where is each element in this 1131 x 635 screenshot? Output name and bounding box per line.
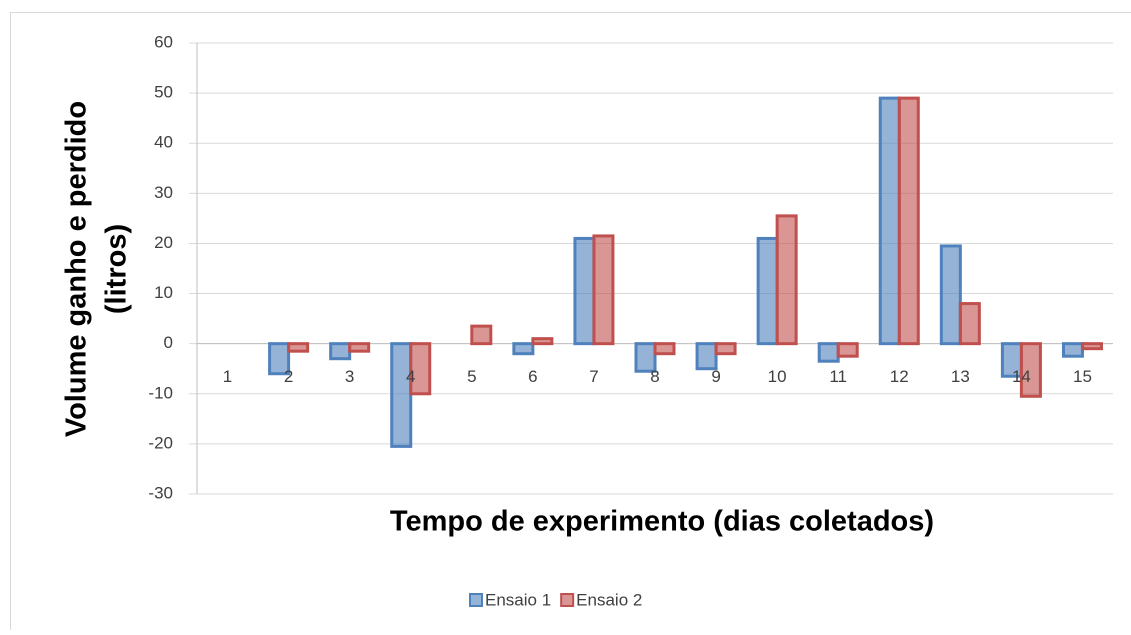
bar: [594, 236, 613, 344]
legend-swatch: [561, 594, 573, 606]
x-tick-label: 2: [284, 367, 293, 386]
bar: [941, 246, 960, 344]
bar: [575, 238, 594, 343]
y-tick-label: 30: [154, 183, 173, 202]
x-tick-label: 12: [890, 367, 909, 386]
legend-label: Ensaio 1: [485, 590, 551, 609]
x-tick-label: 4: [406, 367, 415, 386]
x-tick-label: 10: [768, 367, 787, 386]
y-tick-label: 40: [154, 133, 173, 152]
bar: [514, 344, 533, 354]
x-tick-label: 8: [650, 367, 659, 386]
bar: [819, 344, 838, 362]
bar: [655, 344, 674, 354]
y-tick-label: -10: [148, 383, 173, 402]
bar: [838, 344, 857, 357]
y-tick-label: -30: [148, 483, 173, 502]
legend-swatch: [470, 594, 482, 606]
x-tick-label: 13: [951, 367, 970, 386]
y-axis-title: Volume ganho e perdido: [61, 101, 93, 437]
bar: [960, 304, 979, 344]
bar: [899, 98, 918, 344]
x-tick-label: 9: [711, 367, 720, 386]
bar: [716, 344, 735, 354]
x-tick-label: 15: [1073, 367, 1092, 386]
y-tick-label: 10: [154, 283, 173, 302]
bar: [758, 238, 777, 343]
bar: [1082, 344, 1101, 349]
bar: [392, 344, 411, 447]
x-tick-label: 6: [528, 367, 537, 386]
y-tick-label: 60: [154, 32, 173, 51]
x-tick-label: 5: [467, 367, 476, 386]
bar: [1063, 344, 1082, 357]
bar: [350, 344, 369, 352]
bar: [289, 344, 308, 352]
bar: [697, 344, 716, 369]
bar: [472, 326, 491, 344]
x-tick-label: 7: [589, 367, 598, 386]
legend-label: Ensaio 2: [576, 590, 642, 609]
y-tick-label: 0: [164, 333, 173, 352]
y-tick-label: -20: [148, 433, 173, 452]
bar: [331, 344, 350, 359]
y-axis-title: (litros): [101, 224, 133, 314]
x-tick-label: 14: [1012, 367, 1031, 386]
bar: [777, 216, 796, 344]
y-tick-label: 20: [154, 233, 173, 252]
x-axis-title: Tempo de experimento (dias coletados): [390, 506, 934, 538]
bar: [533, 339, 552, 344]
y-tick-label: 50: [154, 83, 173, 102]
x-tick-label: 3: [345, 367, 354, 386]
x-tick-label: 1: [223, 367, 232, 386]
bar: [880, 98, 899, 344]
x-tick-label: 11: [829, 367, 847, 386]
